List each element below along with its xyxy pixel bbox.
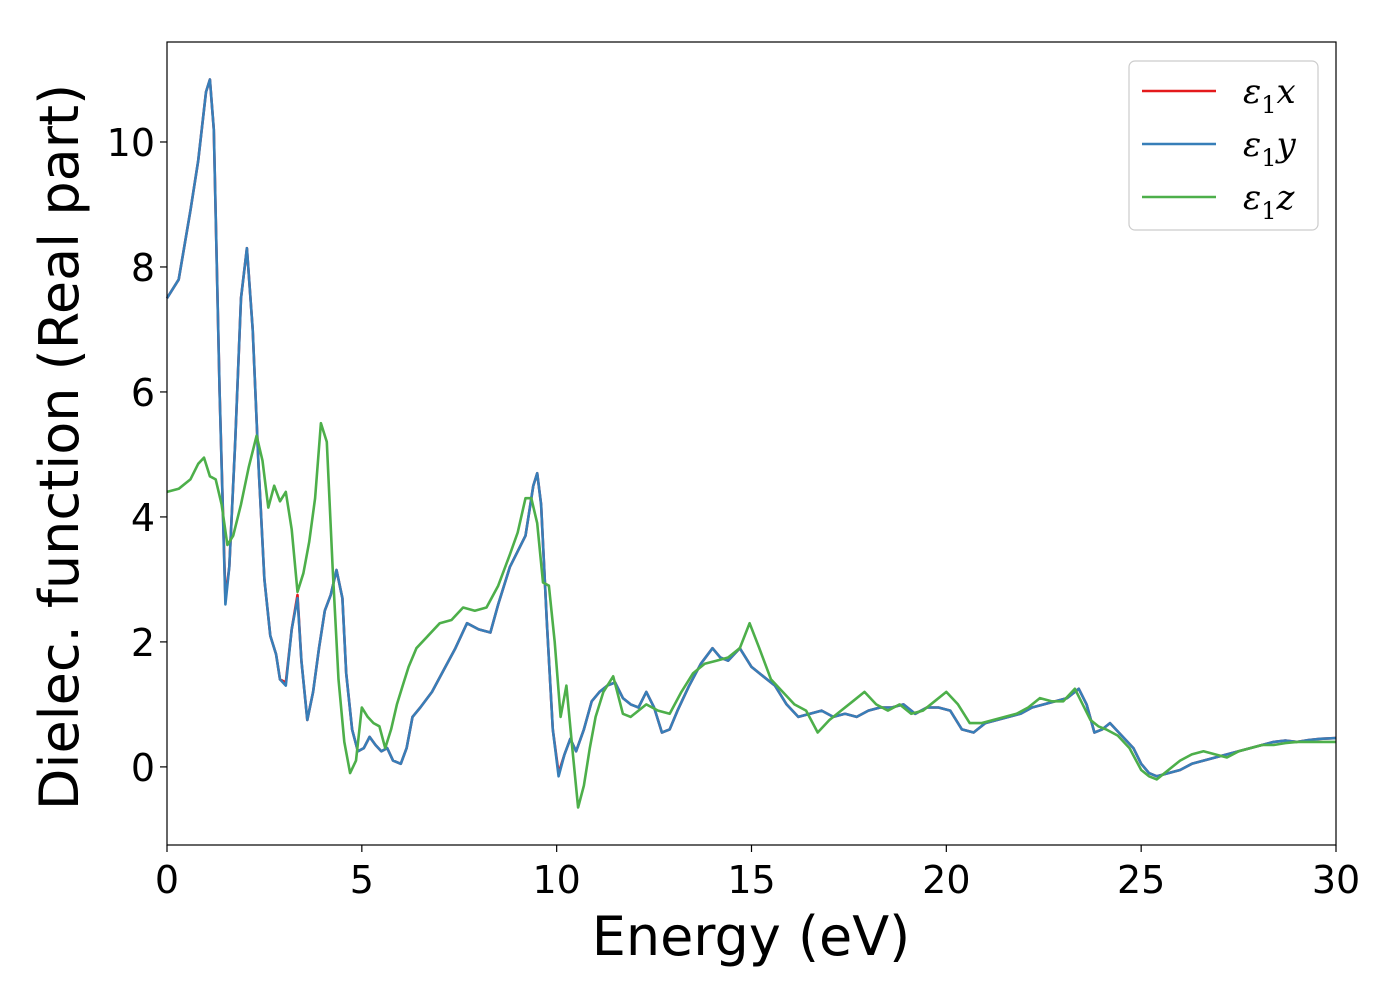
- legend-label-e1y: ε1y: [1243, 125, 1297, 172]
- series-line-2: [166, 421, 1336, 809]
- y-tick-label: 10: [107, 121, 155, 165]
- y-tick-label: 2: [131, 621, 155, 665]
- legend-label-e1x: ε1x: [1243, 72, 1296, 119]
- legend: ε1x ε1y ε1z: [1128, 60, 1319, 231]
- y-axis-title: Dielec. function (Real part): [28, 84, 91, 810]
- x-tick-label: 5: [350, 858, 374, 902]
- x-tick-label: 10: [532, 858, 580, 902]
- legend-frame: [1128, 60, 1319, 231]
- series-line-1: [165, 78, 1337, 778]
- x-tick-label: 15: [727, 858, 775, 902]
- y-tick-label: 6: [131, 371, 155, 415]
- x-tick-label: 0: [155, 858, 179, 902]
- x-axis-ticks: 0 5 10 15 20 25 30: [155, 845, 1360, 902]
- y-tick-label: 0: [131, 746, 155, 790]
- y-axis-ticks: 0 2 4 6 8 10: [107, 121, 167, 790]
- x-tick-label: 20: [922, 858, 970, 902]
- x-tick-label: 25: [1117, 858, 1165, 902]
- legend-label-e1z: ε1z: [1243, 178, 1296, 225]
- x-axis-title: Energy (eV): [592, 905, 911, 968]
- y-tick-label: 4: [131, 496, 155, 540]
- y-tick-label: 8: [131, 246, 155, 290]
- x-tick-label: 30: [1312, 858, 1360, 902]
- series-layer: [165, 78, 1337, 809]
